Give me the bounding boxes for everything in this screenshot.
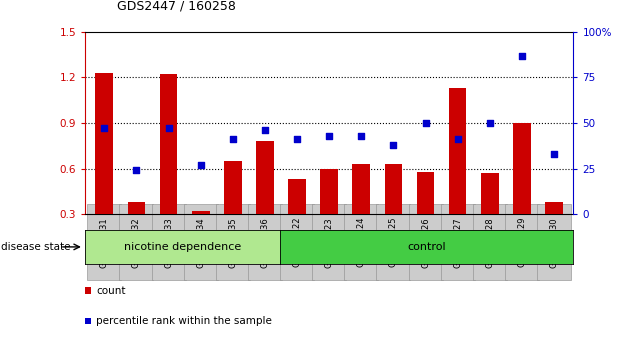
Bar — [352, 164, 370, 214]
Point — [132, 167, 142, 173]
Bar — [384, 164, 402, 214]
Point — [549, 151, 559, 157]
Point — [356, 133, 366, 139]
Bar — [320, 169, 338, 214]
Point — [484, 120, 495, 126]
Point — [260, 127, 270, 133]
Point — [100, 126, 110, 131]
Text: control: control — [408, 242, 446, 252]
Bar — [481, 173, 498, 214]
Point — [517, 53, 527, 58]
Bar — [96, 73, 113, 214]
Bar — [85, 287, 91, 294]
Bar — [545, 202, 563, 214]
Bar — [256, 141, 274, 214]
Text: count: count — [96, 286, 126, 296]
Bar — [416, 172, 434, 214]
Bar — [224, 161, 242, 214]
Point — [196, 162, 206, 168]
Bar — [449, 88, 466, 214]
Point — [292, 137, 302, 142]
Point — [388, 142, 398, 148]
Point — [164, 126, 174, 131]
Point — [324, 133, 335, 139]
Bar — [192, 211, 210, 214]
Text: nicotine dependence: nicotine dependence — [124, 242, 241, 252]
Bar — [513, 123, 530, 214]
Text: percentile rank within the sample: percentile rank within the sample — [96, 316, 272, 326]
Bar — [288, 179, 306, 214]
Text: disease state: disease state — [1, 242, 71, 252]
Point — [452, 137, 462, 142]
Bar — [85, 318, 91, 324]
Point — [228, 137, 238, 142]
Point — [420, 120, 430, 126]
Bar — [128, 202, 146, 214]
Bar — [160, 74, 178, 214]
Text: GDS2447 / 160258: GDS2447 / 160258 — [117, 0, 236, 12]
